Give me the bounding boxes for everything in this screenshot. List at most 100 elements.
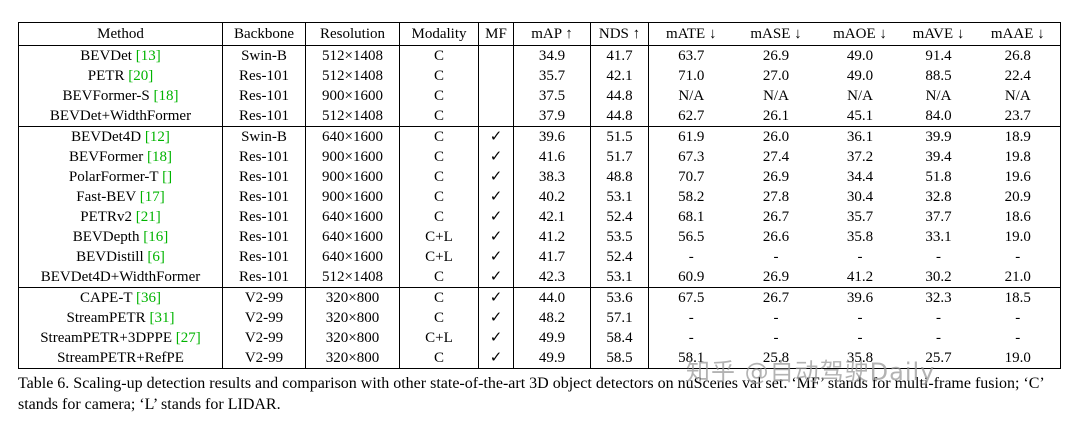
metric-mAAE: 18.9 <box>1004 129 1031 145</box>
method-name: BEVFormer <box>69 149 144 165</box>
resolution-cell: 900×1600 <box>305 167 400 187</box>
metric-mAP: 37.5 <box>513 86 591 106</box>
method-name: BEVDet <box>80 48 132 64</box>
resolution-cell: 512×1408 <box>305 106 400 127</box>
citation-link[interactable]: [12] <box>144 129 170 145</box>
col-header-backbone: Backbone <box>222 22 306 46</box>
metric-NDS: 51.7 <box>590 147 649 167</box>
table-row: StreamPETR+3DPPE [27] V2-99 320×800 C+L ✓ 49.… <box>19 328 1061 348</box>
metric-NDS: 58.5 <box>590 348 649 369</box>
table-row: BEVDet4D+WidthFormer Res-101 512×1408 C ✓ 42.… <box>19 267 1061 288</box>
modality-cell: C+L <box>399 227 479 247</box>
resolution-cell: 320×800 <box>305 287 400 308</box>
mf-cell: ✓ <box>478 167 514 187</box>
citation-link[interactable]: [27] <box>175 330 201 346</box>
metric-mASE: - <box>773 310 779 326</box>
backbone-cell: Res-101 <box>222 106 306 127</box>
table-row: CAPE-T [36] V2-99 320×800 C ✓ 44.0 53.6 67.5 26.… <box>18 287 1061 309</box>
metric-mATE: 70.7 <box>648 167 734 187</box>
metric-mATE: 58.2 <box>648 187 734 207</box>
mf-cell: ✓ <box>478 126 514 147</box>
results-table-container: Method Backbone Resolution Modality MF m… <box>18 22 1061 369</box>
metric-mAAE: - <box>1015 310 1021 326</box>
table-row: StreamPETR [31] V2-99 320×800 C ✓ 48.2 57.1- - -… <box>19 308 1061 328</box>
metric-NDS: 51.5 <box>590 126 649 147</box>
metric-mAP: 38.3 <box>513 167 591 187</box>
modality-cell: C <box>399 86 479 106</box>
method-name: BEVFormer-S <box>62 88 150 104</box>
metric-mAAE: 21.0 <box>1004 269 1031 285</box>
citation-link[interactable]: [31] <box>149 310 175 326</box>
results-table: Method Backbone Resolution Modality MF m… <box>18 22 1061 369</box>
mf-cell: ✓ <box>478 348 514 369</box>
col-header-mf: MF <box>478 22 514 46</box>
metric-mAOE: 36.1 <box>846 129 874 145</box>
col-header-method: Method <box>97 26 144 42</box>
metric-mATE: 61.9 <box>648 126 734 147</box>
citation-link[interactable]: [18] <box>153 88 179 104</box>
modality-cell: C <box>399 207 479 227</box>
method-cell: StreamPETR+3DPPE [27] <box>19 328 223 348</box>
mf-cell <box>478 45 514 66</box>
citation-link[interactable]: [21] <box>135 209 161 225</box>
metric-mASE: 26.7 <box>762 209 790 225</box>
metric-mATE: 56.5 <box>648 227 734 247</box>
metric-mATE: 67.3 <box>648 147 734 167</box>
metric-mAOE: 41.2 <box>846 269 874 285</box>
metric-mAP: 42.1 <box>513 207 591 227</box>
metric-mAAE: 18.5 <box>1004 290 1031 306</box>
col-header-map: mAP ↑ <box>513 22 591 46</box>
method-name: Fast-BEV <box>76 189 136 205</box>
backbone-cell: Res-101 <box>222 167 306 187</box>
metric-NDS: 53.1 <box>590 187 649 207</box>
resolution-cell: 640×1600 <box>305 126 400 147</box>
mf-cell: ✓ <box>478 267 514 288</box>
table-row: PETRv2 [21] Res-101 640×1600 C ✓ 42.1 52.4 68.1… <box>19 207 1061 227</box>
table-body: BEVDet [13] Swin-B 512×1408 C 34.9 41.7 63.7 26… <box>18 45 1061 369</box>
citation-link[interactable]: [16] <box>143 229 169 245</box>
metric-mASE: 26.6 <box>762 229 790 245</box>
metric-mAP: 37.9 <box>513 106 591 127</box>
citation-link[interactable]: [] <box>162 169 173 185</box>
col-header-nds: NDS ↑ <box>590 22 649 46</box>
metric-mAOE: 39.6 <box>846 290 874 306</box>
metric-mASE: 25.8 <box>762 350 790 366</box>
metric-mAP: 40.2 <box>513 187 591 207</box>
modality-cell: C <box>399 106 479 127</box>
method-cell: CAPE-T [36] <box>19 288 223 309</box>
mf-cell <box>478 66 514 86</box>
modality-cell: C+L <box>399 247 479 267</box>
metric-mATE: 62.7 <box>648 106 734 127</box>
method-name: PETR <box>87 68 125 84</box>
metric-mAOE: - <box>857 330 863 346</box>
metric-mAAE: - <box>1015 249 1021 265</box>
metric-mAAE: 23.7 <box>1004 108 1031 124</box>
citation-link[interactable]: [36] <box>135 290 161 306</box>
table-row: BEVFormer-S [18] Res-101 900×1600 C 37.5 44.8… <box>19 86 1061 106</box>
method-cell: BEVFormer-S [18] <box>19 86 223 106</box>
metric-mAOE: 34.4 <box>846 169 874 185</box>
citation-link[interactable]: [20] <box>128 68 154 84</box>
metric-mAOE: N/A <box>847 88 873 104</box>
modality-cell: C <box>399 287 479 308</box>
citation-link[interactable]: [13] <box>135 48 161 64</box>
metric-mAOE: 35.8 <box>846 229 874 245</box>
metric-NDS: 53.5 <box>590 227 649 247</box>
citation-link[interactable]: [17] <box>139 189 165 205</box>
metric-NDS: 42.1 <box>590 66 649 86</box>
citation-link[interactable]: [6] <box>147 249 165 265</box>
mf-cell: ✓ <box>478 328 514 348</box>
backbone-cell: V2-99 <box>222 328 306 348</box>
metric-mASE: 26.0 <box>762 129 790 145</box>
metric-mAP: 35.7 <box>513 66 591 86</box>
method-cell: PETRv2 [21] <box>19 207 223 227</box>
resolution-cell: 320×800 <box>305 308 400 328</box>
metric-mAP: 41.7 <box>513 247 591 267</box>
modality-cell: C+L <box>399 328 479 348</box>
metric-mAOE: 49.0 <box>846 48 874 64</box>
metric-mAAE: 19.6 <box>1004 169 1031 185</box>
citation-link[interactable]: [18] <box>146 149 172 165</box>
metric-mAP: 41.6 <box>513 147 591 167</box>
resolution-cell: 900×1600 <box>305 147 400 167</box>
metric-mATE: 71.0 <box>648 66 734 86</box>
